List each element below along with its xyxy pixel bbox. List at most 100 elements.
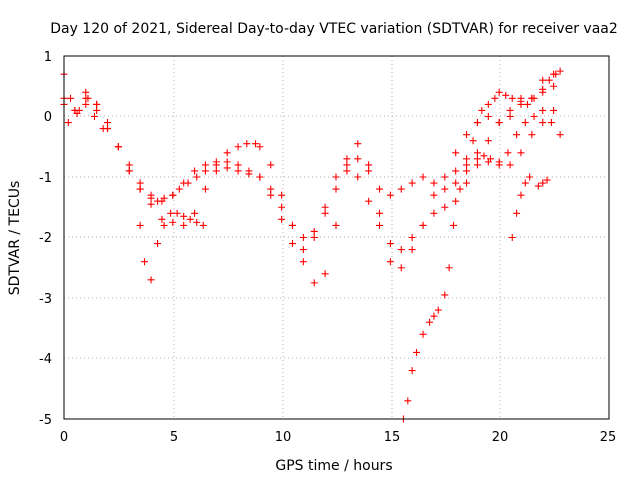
data-point-s2: [299, 234, 307, 241]
y-tick-label: -4: [39, 352, 52, 367]
data-point-s2: [463, 167, 471, 175]
data-point-s4: [354, 140, 362, 148]
data-point-s5: [456, 185, 464, 193]
data-point-s2: [82, 94, 90, 102]
data-point-s8: [486, 155, 494, 163]
data-point-s5: [478, 106, 486, 114]
x-tick-label: 25: [600, 430, 617, 445]
data-point-s3: [104, 119, 112, 127]
data-point-s3: [256, 173, 264, 181]
data-point-s6: [180, 212, 188, 220]
data-point-s4: [506, 113, 514, 120]
data-point-s8: [539, 106, 547, 114]
data-point-s5: [469, 137, 477, 145]
data-point-s8: [521, 119, 529, 127]
data-point-s3: [506, 106, 514, 114]
data-point-s4: [419, 221, 427, 229]
data-point-s4: [299, 258, 307, 266]
data-point-s4: [376, 209, 384, 217]
data-point-s4: [495, 119, 503, 127]
data-point-s1: [251, 140, 259, 148]
data-point-s5: [413, 348, 421, 356]
data-point-s2: [191, 167, 199, 175]
data-point-s2: [528, 131, 536, 139]
data-point-s4: [484, 113, 492, 120]
data-point-s2: [430, 179, 438, 187]
data-point-s4: [452, 149, 460, 157]
data-markers: [60, 67, 564, 423]
data-point-s7: [73, 109, 81, 117]
data-point-s2: [234, 167, 242, 175]
data-point-s10: [539, 179, 547, 187]
data-point-s8: [504, 149, 512, 157]
data-point-s3: [114, 143, 122, 151]
x-tick-label: 0: [60, 430, 68, 445]
data-point-s3: [93, 100, 101, 108]
data-point-s3: [278, 215, 286, 223]
data-point-s2: [365, 167, 373, 175]
data-point-s4: [332, 221, 340, 229]
data-point-s5: [426, 318, 434, 326]
data-point-s5: [419, 330, 427, 338]
data-point-s1: [67, 94, 75, 102]
data-point-s3: [550, 82, 558, 90]
y-tick-label: 1: [44, 50, 52, 65]
data-point-s7: [64, 119, 72, 127]
data-point-s6: [167, 209, 175, 217]
data-point-s6: [160, 221, 168, 229]
data-point-s3: [430, 209, 438, 217]
data-point-s3: [169, 218, 177, 226]
data-point-s4: [288, 221, 296, 229]
data-point-s3: [234, 161, 242, 169]
data-point-s3: [376, 221, 384, 229]
data-point-s2: [93, 106, 101, 114]
data-point-s10: [534, 182, 542, 190]
data-point-s1: [193, 173, 201, 181]
y-tick-label: -3: [39, 292, 52, 307]
data-point-s3: [223, 158, 231, 166]
data-point-s5: [495, 88, 503, 96]
data-point-s2: [212, 161, 220, 169]
data-point-s8: [513, 131, 521, 139]
data-point-s4: [256, 143, 264, 151]
data-point-s6: [147, 276, 155, 284]
data-point-s4: [408, 246, 416, 254]
data-point-s2: [550, 106, 558, 114]
data-point-s3: [191, 209, 199, 217]
data-point-s3: [386, 240, 394, 248]
data-point-s7: [90, 113, 98, 120]
data-point-s3: [354, 173, 362, 181]
data-point-s5: [508, 94, 516, 102]
data-point-s2: [473, 155, 481, 163]
data-point-s5: [404, 397, 412, 405]
data-point-s5: [491, 94, 499, 102]
data-point-s3: [332, 185, 340, 193]
data-point-s3: [288, 240, 296, 248]
data-point-s3: [463, 179, 471, 187]
data-point-s2: [310, 227, 318, 235]
data-point-s9: [526, 173, 534, 181]
data-point-s3: [125, 167, 133, 175]
data-point-s5: [556, 67, 564, 75]
data-point-s1: [223, 149, 231, 157]
data-point-s5: [539, 85, 547, 93]
data-point-s2: [354, 155, 362, 163]
data-point-s4: [539, 76, 547, 84]
data-point-s3: [408, 234, 416, 241]
data-point-s1: [201, 167, 209, 175]
x-tick-label: 5: [170, 430, 178, 445]
data-point-s5: [530, 94, 538, 102]
data-point-s5: [523, 100, 531, 108]
data-point-s2: [517, 149, 525, 157]
data-point-s3: [201, 185, 209, 193]
data-point-s2: [321, 203, 329, 211]
data-point-s4: [267, 161, 275, 169]
data-point-s2: [180, 179, 188, 187]
x-tick-label: 10: [275, 430, 292, 445]
data-point-s2: [452, 179, 460, 187]
data-point-s8: [452, 167, 460, 175]
chart-title: Day 120 of 2021, Sidereal Day-to-day VTE…: [50, 21, 618, 37]
data-point-s8: [556, 131, 564, 139]
data-point-s2: [506, 161, 514, 169]
